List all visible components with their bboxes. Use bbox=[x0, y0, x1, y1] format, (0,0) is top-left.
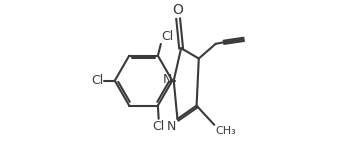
Text: Cl: Cl bbox=[153, 120, 165, 133]
Text: Cl: Cl bbox=[91, 74, 104, 87]
Text: CH₃: CH₃ bbox=[216, 126, 236, 136]
Text: N: N bbox=[163, 73, 172, 86]
Text: N: N bbox=[166, 120, 176, 133]
Text: O: O bbox=[173, 2, 184, 17]
Text: Cl: Cl bbox=[162, 30, 174, 43]
